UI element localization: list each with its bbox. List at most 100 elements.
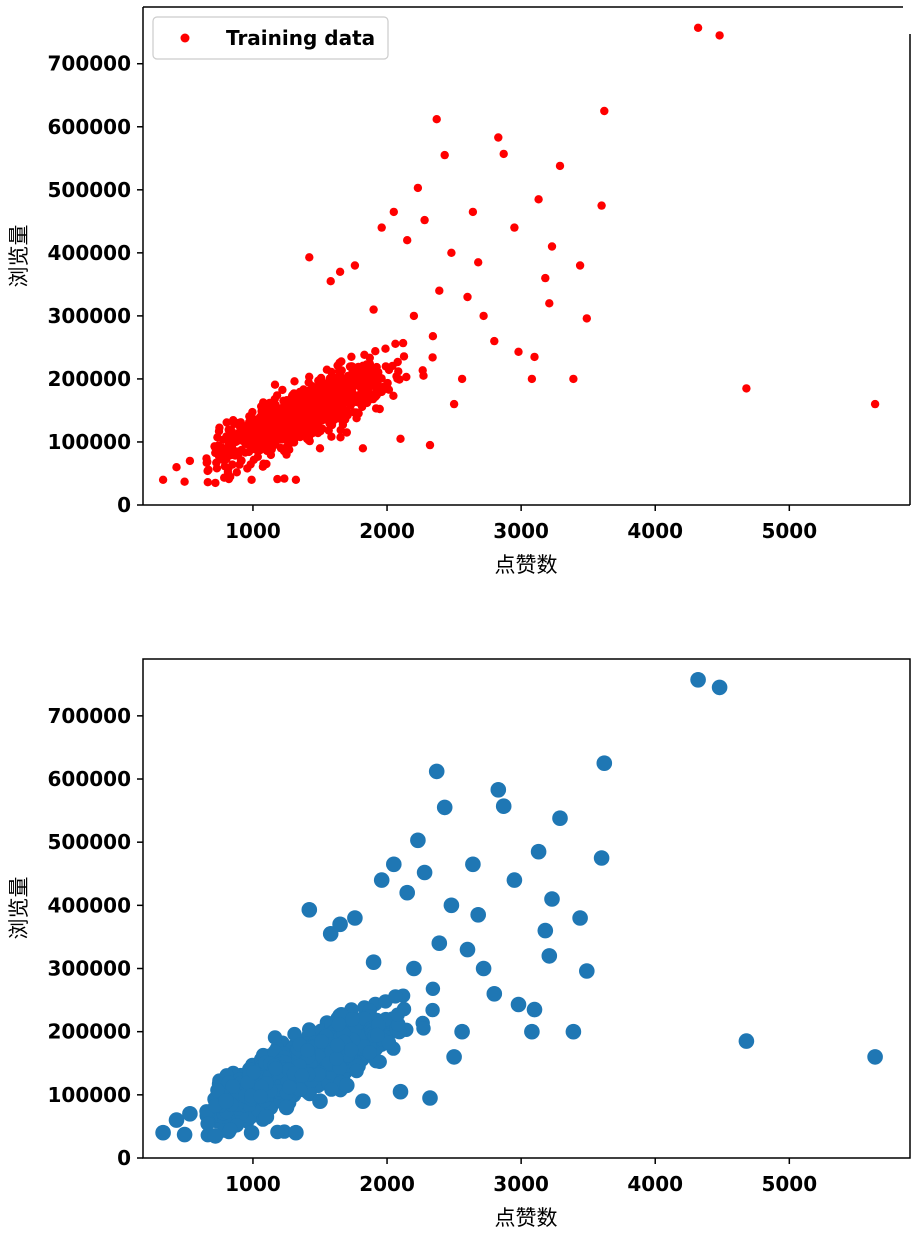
scatter-point-cluster: [295, 387, 304, 397]
scatter-point: [486, 986, 503, 1002]
scatter-point-cluster: [270, 380, 280, 389]
scatter-point-cluster: [374, 368, 383, 377]
scatter-point-cluster: [256, 439, 265, 448]
scatter-point: [537, 922, 554, 939]
scatter-point: [432, 115, 441, 124]
scatter-point-cluster: [359, 389, 368, 398]
scatter-point: [514, 347, 523, 356]
scatter-point-cluster: [425, 1002, 440, 1018]
scatter-point: [490, 336, 499, 346]
scatter-point-cluster: [394, 367, 403, 376]
scatter-point-cluster: [297, 418, 307, 427]
scatter-point: [389, 207, 398, 217]
scatter-point-cluster: [370, 1027, 385, 1043]
scatter-point-cluster: [399, 352, 409, 361]
scatter-point: [474, 258, 483, 267]
scatter-point: [470, 907, 487, 923]
scatter-point: [416, 864, 433, 881]
scatter-point-cluster: [419, 371, 428, 380]
scatter-point: [278, 1099, 295, 1116]
scatter-point: [315, 444, 325, 453]
scatter-point-cluster: [381, 362, 390, 371]
x-tick-label: 3000: [493, 519, 549, 543]
x-tick-label: 5000: [761, 519, 817, 543]
scatter-point: [420, 215, 429, 225]
scatter-point-cluster: [223, 1122, 238, 1137]
scatter-point: [446, 1049, 462, 1065]
scatter-point-cluster: [292, 1082, 308, 1098]
scatter-point: [555, 161, 565, 171]
scatter-point-cluster: [381, 1035, 397, 1050]
bottom-y-axis-label: 浏览量: [7, 877, 31, 940]
scatter-point-cluster: [332, 401, 341, 411]
scatter-point: [526, 1001, 543, 1018]
scatter-point: [176, 1126, 193, 1143]
top-legend: Training data: [152, 16, 389, 60]
scatter-point: [547, 242, 557, 251]
scatter-point: [322, 926, 339, 942]
scatter-point-cluster: [337, 357, 346, 366]
scatter-point-cluster: [270, 1124, 285, 1140]
scatter-point-cluster: [381, 344, 390, 353]
x-tick-label: 5000: [761, 1172, 817, 1196]
scatter-point: [465, 856, 481, 873]
scatter-point-cluster: [228, 460, 237, 469]
scatter-point-cluster: [226, 472, 235, 481]
scatter-point-cluster: [284, 442, 293, 451]
scatter-point-cluster: [203, 466, 212, 476]
scatter-point: [870, 399, 880, 409]
scatter-point-cluster: [360, 361, 369, 371]
scatter-point: [494, 133, 503, 142]
scatter-point-cluster: [362, 1045, 377, 1060]
scatter-point-cluster: [212, 458, 221, 467]
x-tick-label: 2000: [359, 1172, 415, 1196]
scatter-point-cluster: [384, 385, 394, 394]
scatter-point: [457, 374, 467, 384]
scatter-point-cluster: [289, 416, 299, 425]
scatter-point-cluster: [416, 1021, 431, 1036]
scatter-point: [207, 1128, 224, 1144]
scatter-point-cluster: [203, 478, 212, 487]
top-dense-cluster: [202, 332, 438, 487]
scatter-point: [440, 150, 449, 160]
scatter-point-cluster: [324, 1082, 339, 1097]
scatter-point-cluster: [285, 430, 294, 439]
scatter-point: [593, 850, 610, 866]
scatter-point: [158, 475, 168, 484]
scatter-point-cluster: [343, 408, 353, 418]
y-tick-label: 700000: [48, 52, 132, 76]
scatter-point: [301, 902, 318, 918]
scatter-point: [243, 1124, 260, 1141]
scatter-point-cluster: [352, 414, 361, 423]
x-tick-label: 4000: [627, 519, 683, 543]
scatter-point-cluster: [348, 362, 357, 371]
scatter-point-cluster: [294, 1068, 310, 1083]
scatter-point-cluster: [243, 425, 252, 434]
scatter-point-cluster: [210, 442, 219, 451]
scatter-point-cluster: [246, 460, 255, 469]
scatter-point-cluster: [253, 452, 262, 461]
scatter-point: [530, 352, 539, 362]
bottom-x-ticks: 1000 2000 3000 4000 5000: [225, 1158, 817, 1196]
scatter-point-cluster: [371, 404, 381, 413]
scatter-point-cluster: [267, 1030, 283, 1045]
scatter-point-cluster: [347, 393, 356, 402]
scatter-point-cluster: [365, 389, 374, 398]
top-scatter-series: [158, 23, 880, 488]
scatter-point: [347, 910, 363, 926]
scatter-point: [409, 311, 419, 321]
scatter-point-cluster: [311, 1067, 326, 1082]
x-tick-label: 4000: [627, 1172, 683, 1196]
scatter-point-cluster: [327, 395, 336, 404]
scatter-point: [413, 183, 423, 193]
scatter-point-cluster: [391, 339, 400, 348]
scatter-point: [399, 884, 416, 901]
scatter-point: [867, 1049, 883, 1065]
scatter-point-cluster: [304, 436, 313, 445]
scatter-point-cluster: [389, 391, 398, 400]
scatter-point-cluster: [271, 411, 280, 420]
scatter-point-cluster: [326, 415, 335, 424]
scatter-point: [396, 434, 405, 443]
scatter-point: [258, 1109, 275, 1125]
scatter-point-cluster: [202, 454, 211, 463]
